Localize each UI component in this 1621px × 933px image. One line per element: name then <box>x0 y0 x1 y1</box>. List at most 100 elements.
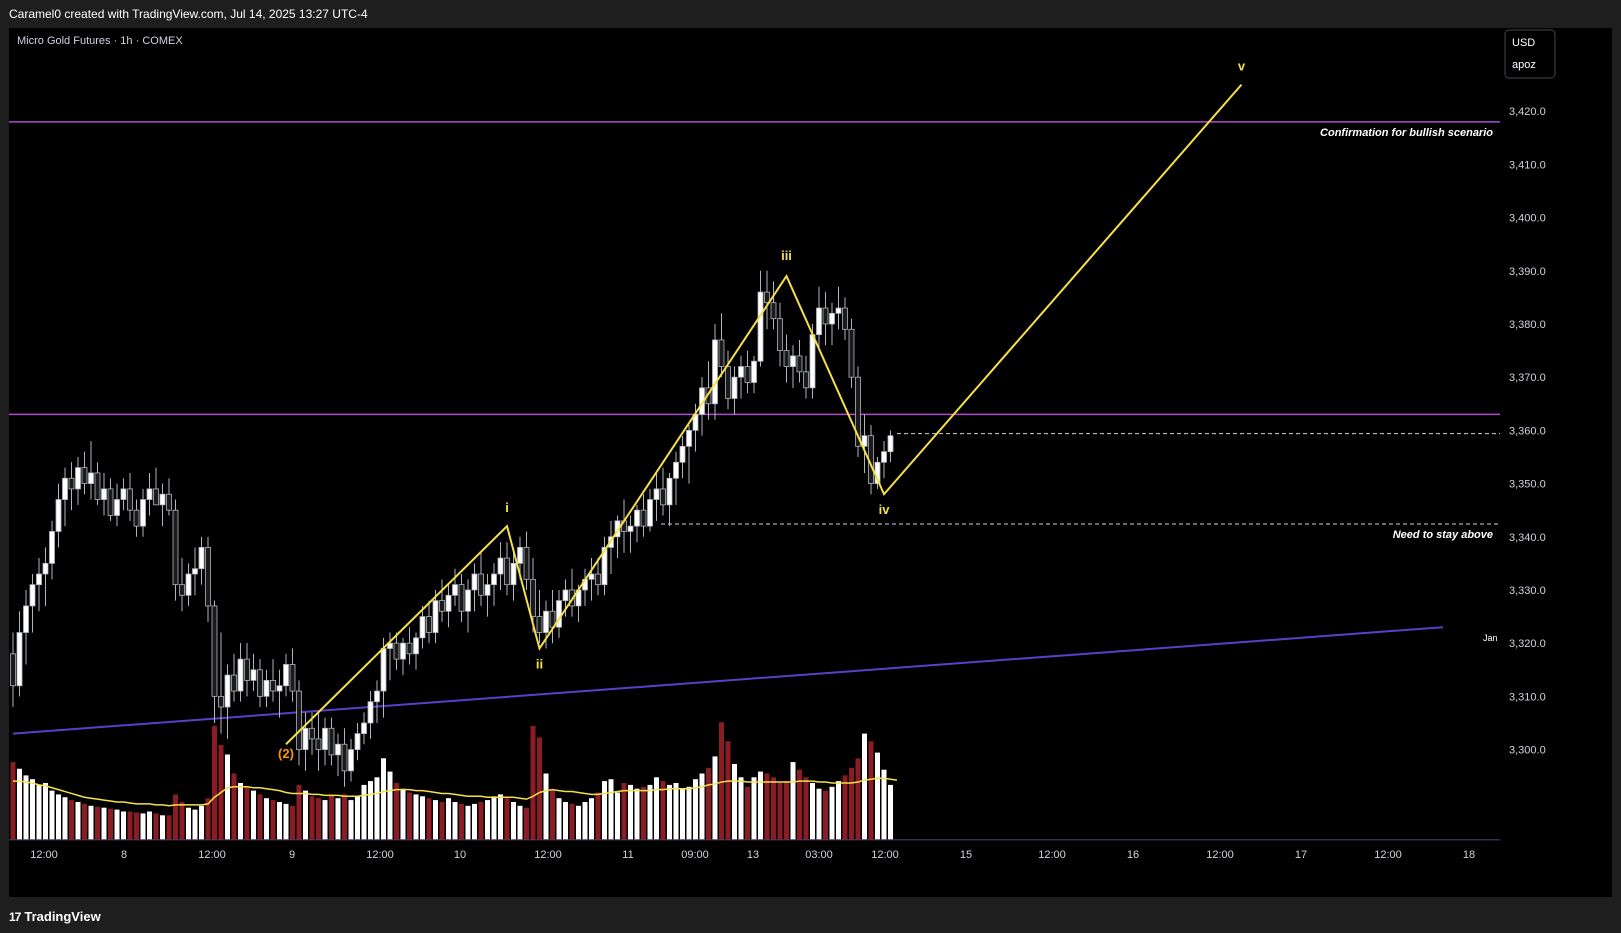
currency-label: USD <box>1512 37 1535 49</box>
volume-bar <box>407 792 412 840</box>
volume-bar <box>23 775 29 840</box>
candle-body <box>543 610 549 633</box>
candle-body <box>198 547 205 570</box>
candle-body <box>660 488 666 506</box>
volume-bar <box>186 807 191 840</box>
volume-bar <box>394 783 399 840</box>
volume-bar <box>771 777 776 840</box>
time-tick-label: 03:00 <box>805 849 833 861</box>
candle-body <box>465 589 471 612</box>
price-chart[interactable]: 3,418.0Confirmation for bullish scenario… <box>9 28 1612 897</box>
candle-body <box>107 488 114 516</box>
volume-bar <box>374 777 380 840</box>
volume-bar <box>270 800 276 840</box>
volume-bar <box>732 764 737 840</box>
volume-bar <box>621 783 627 840</box>
volume-bar <box>413 794 419 840</box>
volume-bar <box>524 807 529 840</box>
volume-ma-line <box>13 777 898 807</box>
volume-bar <box>842 775 848 840</box>
time-tick-label: 12:00 <box>30 849 58 861</box>
time-tick-label: 12:00 <box>366 849 394 861</box>
time-tick-label: 17 <box>1295 849 1307 861</box>
volume-bar <box>868 741 874 840</box>
scale-label: apoz <box>1512 59 1536 71</box>
candle-body <box>848 328 855 378</box>
candle-body <box>627 525 634 532</box>
candle-body <box>296 690 302 750</box>
level-note: Need to stay above <box>1393 529 1493 541</box>
candle-body <box>94 472 101 500</box>
candle-body <box>510 562 517 586</box>
candle-body <box>315 738 322 750</box>
volume-bar <box>803 777 809 840</box>
price-tick-label: 3,330.0 <box>1509 585 1546 597</box>
volume-bar <box>530 726 536 840</box>
volume-bar <box>316 798 321 840</box>
trend-line <box>12 626 1444 735</box>
price-tick-label: 3,360.0 <box>1509 425 1546 437</box>
price-axis <box>1500 28 1612 840</box>
volume-bar <box>348 800 354 840</box>
volume-bar <box>758 771 763 840</box>
candle-body <box>419 616 426 639</box>
elliott-wave-line <box>285 83 1243 745</box>
candle-body <box>653 488 660 500</box>
tradingview-logo[interactable]: 17 TradingView <box>9 909 101 924</box>
candle-body <box>497 557 504 575</box>
candle-body <box>835 307 842 314</box>
candle-body <box>328 727 335 756</box>
candle-body <box>640 509 647 527</box>
tradingview-logo-icon: 17 <box>9 910 21 924</box>
volume-bar <box>829 786 835 840</box>
time-tick-label: 09:00 <box>681 849 709 861</box>
time-tick-label: 12:00 <box>1206 849 1234 861</box>
time-tick-label: 12:00 <box>871 849 899 861</box>
time-tick-label: 12:00 <box>1374 849 1402 861</box>
candle-body <box>16 632 23 687</box>
candle-body <box>725 366 731 399</box>
volume-bar <box>95 806 100 840</box>
wave-label: (2) <box>278 746 294 761</box>
candle-body <box>484 584 491 596</box>
volume-bar <box>790 762 796 840</box>
volume-bar <box>361 784 367 840</box>
volume-bar <box>147 811 152 840</box>
candle-body <box>166 493 172 511</box>
price-tick-label: 3,320.0 <box>1509 638 1546 650</box>
candle-body <box>192 568 198 575</box>
volume-bar <box>582 802 588 840</box>
candle-body <box>146 488 153 500</box>
candle-body <box>341 743 348 772</box>
time-tick-label: 11 <box>622 849 633 861</box>
time-tick-label: 9 <box>289 849 295 861</box>
volume-bar <box>277 802 282 840</box>
volume-bar <box>693 779 698 840</box>
volume-bar <box>225 754 230 840</box>
candle-body <box>712 339 718 405</box>
time-tick-label: 13 <box>747 849 759 861</box>
volume-bar <box>335 798 341 840</box>
candle-body <box>796 355 803 373</box>
currency-box[interactable]: USD apoz <box>1504 29 1556 79</box>
time-tick-label: 16 <box>1127 849 1139 861</box>
candle-body <box>289 664 296 692</box>
volume-bar <box>166 815 172 840</box>
wave-label: iii <box>781 248 792 263</box>
candle-body <box>413 637 419 655</box>
volume-bar <box>751 777 757 840</box>
candle-body <box>276 685 283 692</box>
volume-bar <box>537 737 542 840</box>
candle-body <box>751 360 757 383</box>
candle-body <box>42 562 49 575</box>
price-tick-label: 3,300.0 <box>1509 745 1546 757</box>
candle-body <box>432 600 439 633</box>
volume-bar <box>543 773 549 840</box>
volume-bar <box>615 792 620 840</box>
chart-area[interactable]: 3,418.0Confirmation for bullish scenario… <box>9 28 1612 897</box>
volume-bar <box>283 803 289 840</box>
candle-body <box>666 477 673 506</box>
volume-bar <box>647 784 653 840</box>
candle-body <box>387 642 393 649</box>
volume-bar <box>160 815 165 840</box>
